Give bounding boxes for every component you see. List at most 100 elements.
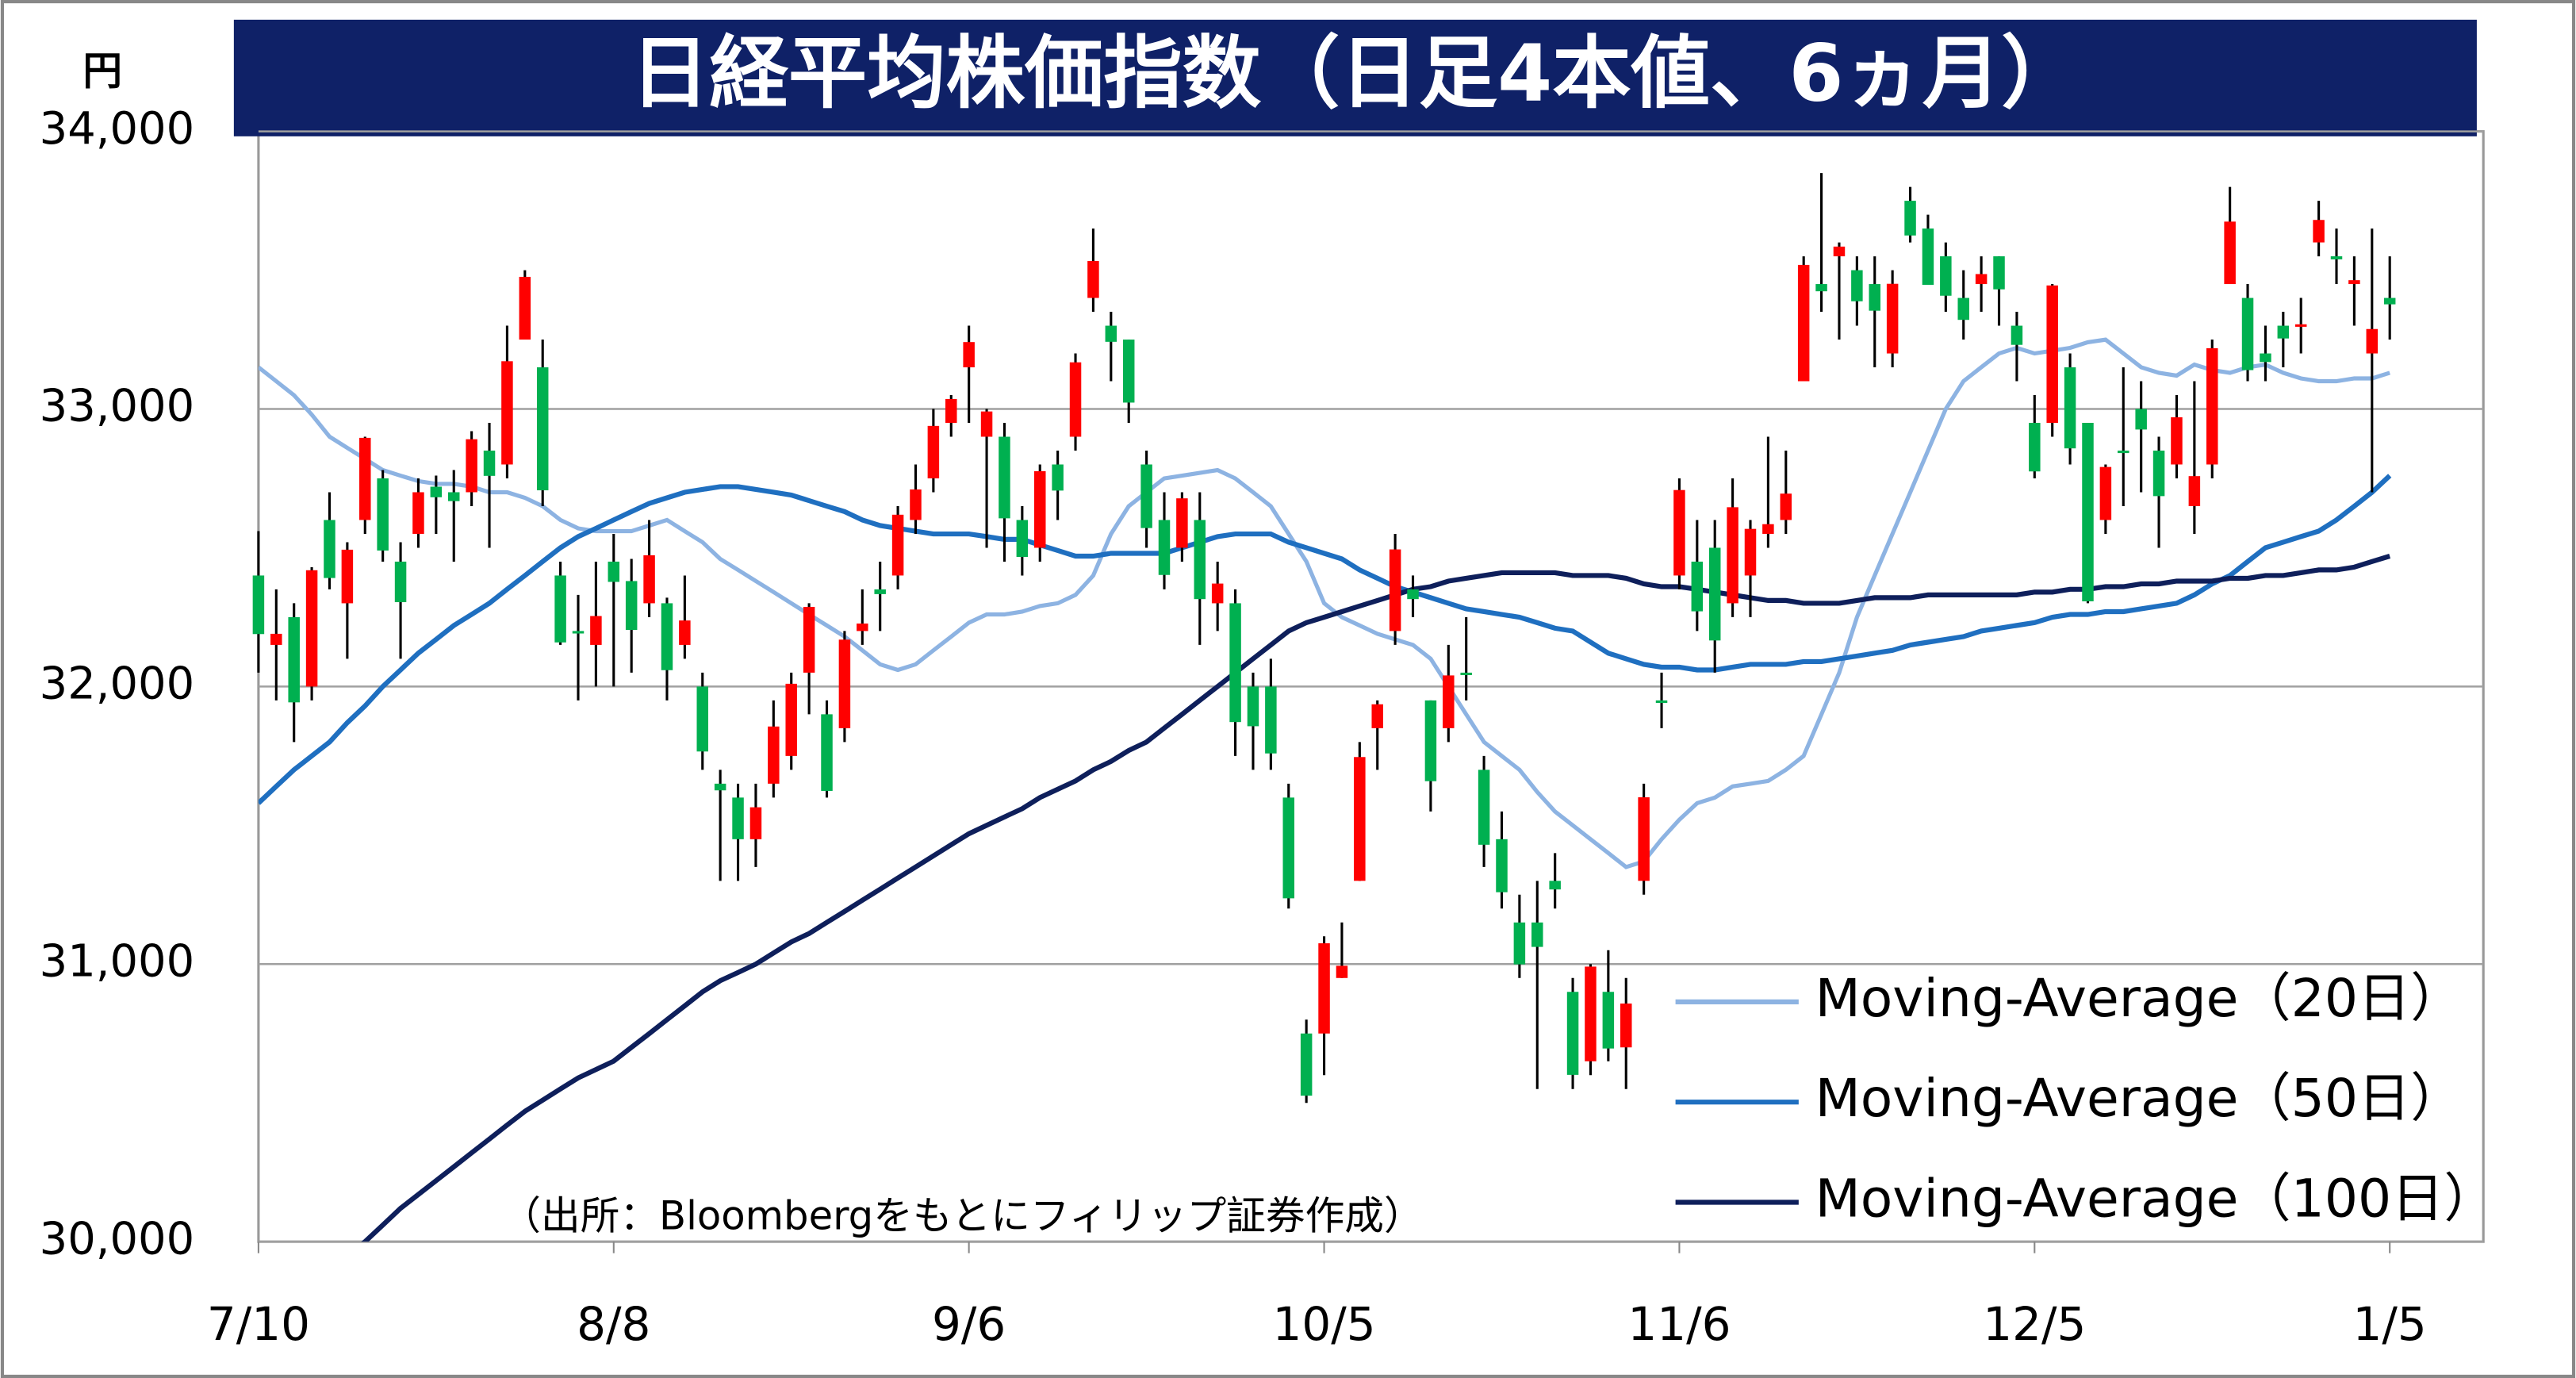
candle-body [324,520,335,578]
candle-body [1993,256,2005,290]
candle-body [821,714,833,791]
candle-body [2029,423,2041,472]
candle-body [1780,493,1792,520]
candle-body [2330,256,2343,259]
candle-body [1869,284,1881,311]
candle-body [2082,423,2094,601]
candle-body [1282,797,1295,899]
candle-body [1087,261,1099,298]
candle-body [1691,561,1704,612]
x-tick-label: 8/8 [577,1297,650,1351]
candle-body [891,514,904,576]
candle-body [1940,256,1952,296]
candle-body [1052,464,1064,491]
candle-body [1922,228,1934,286]
candle-body [1460,672,1472,676]
candle-body [1069,362,1082,437]
candle-body [536,367,549,491]
candle-body [1585,966,1597,1061]
candle-body [1211,583,1224,604]
legend-label: Moving-Average（50日） [1815,1068,2463,1129]
candle-body [1389,549,1401,631]
grid: 30,000 31,000 32,000 33,000 34,000 7/10 8/8 9/6… [40,103,2484,1351]
candle-body [1496,839,1508,892]
candle-body [2206,347,2218,465]
candle-body [412,492,424,534]
candle-body [857,623,868,631]
candle-body [2011,325,2023,345]
candle-body [1566,992,1579,1075]
candle-body [1247,686,1259,727]
candle-body [1265,686,1277,754]
candle-body [1229,603,1241,723]
y-unit: 円 [82,48,122,94]
candle-body [980,411,993,437]
candle-body [501,361,513,465]
candle-body [643,555,655,604]
candle-body [2152,450,2165,497]
candle-body [768,726,780,784]
candle-body [2294,324,2307,327]
candle-body [1602,992,1615,1049]
candle-body [2224,221,2236,285]
candle-body [1318,943,1330,1034]
x-tick-label: 10/5 [1272,1297,1375,1351]
candle-body [803,606,815,673]
legend-label: Moving-Average（20日） [1815,968,2463,1029]
candle-body [1638,796,1650,881]
candle-body [927,425,940,478]
candle-body [447,492,460,501]
candle-body [2241,297,2254,370]
candle-body [519,276,531,340]
candle-body [1336,965,1348,978]
candle-body [732,797,744,839]
y-tick-label: 30,000 [40,1213,195,1265]
legend-label: Moving-Average（100日） [1815,1169,2497,1230]
candle-body [466,439,477,493]
candle-body [288,616,300,703]
candle-body [1549,881,1561,890]
candle-body [1194,520,1206,600]
candle-body [2188,476,2201,506]
candle-body [945,398,957,424]
x-tick-label: 7/10 [207,1297,310,1351]
chart-title: 日経平均株価指数（日足4本値、6ヵ月） [631,29,2080,120]
candle-body [714,783,726,791]
x-tick-label: 9/6 [932,1297,1006,1351]
candle-body [1744,528,1757,576]
candle-body [1727,507,1738,604]
x-tick-label: 11/6 [1627,1297,1731,1351]
y-tick-label: 34,000 [40,103,195,155]
candle-body [2313,220,2325,243]
candle-body [2383,297,2396,305]
candle-body [1531,922,1543,947]
candle-body [785,683,797,756]
candle-body [2277,325,2290,339]
candle-body [679,620,691,645]
candle-body [1762,524,1774,534]
candle-body [1815,284,1827,292]
candle-body [1708,547,1721,641]
candle-body [2260,353,2271,363]
candle-body [590,616,602,645]
legend: Moving-Average（20日） Moving-Average（50日） Mo… [1675,968,2497,1230]
candle-body [1478,770,1490,845]
candle-body [1797,264,1810,382]
candle-body [874,589,886,594]
candle-body [572,631,585,634]
candle-body [2064,367,2076,449]
candle-body [2366,328,2379,354]
candle-body [1371,704,1383,728]
candle-body [305,570,318,687]
candle-body [2135,409,2147,430]
y-tick-label: 31,000 [40,935,195,987]
candle-body [608,561,620,582]
candle-body [2046,285,2058,424]
candle-body [1851,270,1863,301]
candle-body [1833,246,1846,257]
candle-body [1620,1003,1632,1048]
candle-body [2348,280,2360,285]
candle-body [1655,700,1668,703]
candle-body [1957,297,1969,321]
